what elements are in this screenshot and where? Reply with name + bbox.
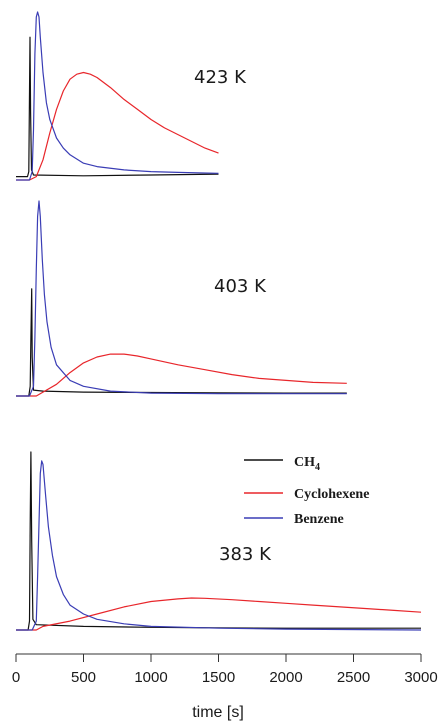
legend: CH4 Cyclohexene Benzene [244, 455, 369, 527]
panel-label-383k: 383 K [219, 544, 272, 565]
series-line-cyclohexene-0 [16, 71, 219, 181]
series-line-benzene-2 [16, 460, 422, 631]
panel-403k: 403 K [16, 200, 347, 397]
panel-label-403k: 403 K [214, 276, 267, 297]
series-line-cyclohexene-2 [16, 597, 422, 631]
x-tick-label: 1000 [134, 669, 167, 686]
series-line-benzene-0 [16, 11, 219, 181]
x-tick-label: 1500 [202, 669, 235, 686]
legend-label-ch4: CH4 [294, 455, 320, 473]
x-ticks: 0 500 1000 1500 2000 2500 3000 [12, 654, 438, 686]
legend-label-ch4-base: CH [294, 455, 315, 470]
x-axis-title: time [s] [192, 704, 244, 721]
series-line-ch4-1 [16, 288, 347, 397]
x-tick-label: 0 [12, 669, 20, 686]
panel-383k: 383 K [16, 451, 422, 631]
legend-label-cyclohexene: Cyclohexene [294, 487, 369, 502]
series-line-benzene-1 [16, 200, 347, 397]
x-tick-label: 2500 [337, 669, 370, 686]
series-line-ch4-0 [16, 36, 219, 178]
panel-label-423k: 423 K [194, 67, 247, 88]
x-axis: 0 500 1000 1500 2000 2500 3000 time [s] [12, 653, 438, 721]
series-line-cyclohexene-1 [16, 353, 347, 397]
x-tick-label: 2000 [269, 669, 302, 686]
legend-label-ch4-sub: 4 [315, 462, 320, 473]
x-tick-label: 3000 [404, 669, 437, 686]
panel-423k: 423 K [16, 11, 247, 181]
series-line-ch4-2 [16, 451, 421, 631]
x-tick-label: 500 [71, 669, 96, 686]
legend-label-benzene: Benzene [294, 512, 344, 527]
